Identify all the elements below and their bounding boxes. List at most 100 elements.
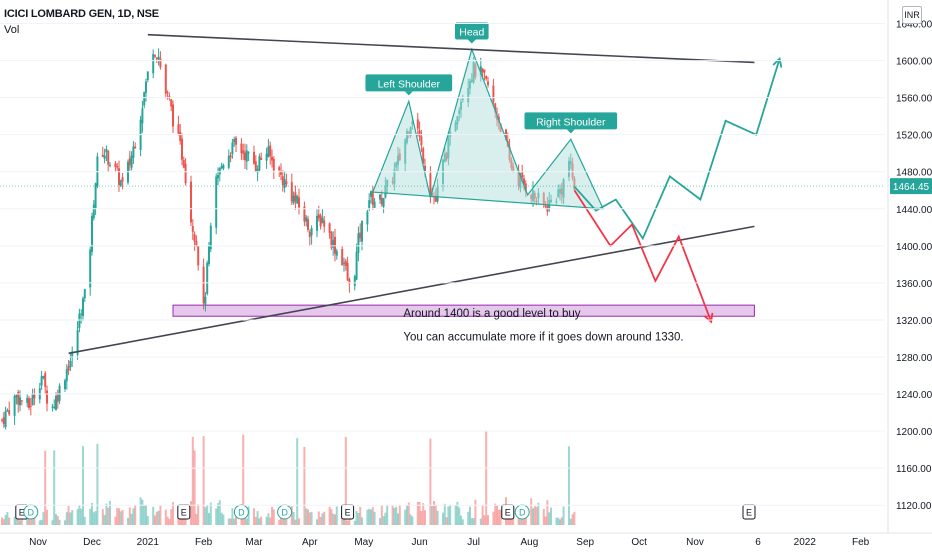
volume-bar [56,515,59,525]
volume-bar [71,510,74,525]
volume-bar [397,513,399,525]
candle-body [56,393,59,402]
volume-label: Vol [4,24,20,36]
candle-body [67,366,70,371]
candle-body [303,206,306,222]
volume-bar [217,503,219,525]
candle-body [420,136,423,146]
volume-bar [371,507,374,525]
currency-button[interactable]: INR [902,6,922,24]
volume-bar [265,516,268,525]
event-marker-label: D [519,508,526,518]
event-marker-label: E [181,508,187,518]
candle-body [89,249,92,288]
candle-body [152,54,155,74]
candle-body [247,152,250,154]
volume-bar [380,505,383,525]
candle-body [31,393,34,406]
candle-body [265,153,268,161]
candle-body [346,262,349,281]
candle-body [206,262,209,294]
volume-bar [461,519,464,525]
candle-body [82,298,84,316]
volume-bar [42,512,45,525]
time-tick-label: Dec [83,537,101,548]
volume-bar [222,514,225,525]
volume-bar [134,505,137,525]
time-tick-label: Mar [245,537,263,548]
volume-bar [172,502,174,525]
volume-bar [472,518,475,525]
volume-bar [416,501,419,525]
head-shoulders-pattern [371,47,605,210]
volume-bar [271,506,273,525]
pattern-label: Head [459,26,484,38]
candle-body [130,155,133,168]
candle-body [119,180,122,186]
candle-body [71,351,74,358]
candle-body [310,227,313,236]
candle-body [53,406,56,409]
candle-body [285,181,288,185]
candle-body [78,313,81,329]
pattern-label-box [455,22,489,40]
candle-body [55,395,57,410]
volume-bar [91,503,93,525]
candle-body [8,410,11,415]
volume-bar [353,520,356,525]
candle-body [134,146,137,149]
volume-bar [168,518,171,525]
candle-body [1,419,3,421]
candle-body [267,146,270,157]
volume-bar [154,515,156,525]
volume-bar [355,510,358,525]
volume-bar [379,518,381,525]
candle-body [184,163,187,184]
volume-bar [443,503,446,525]
candle-body [382,197,385,207]
candle-body [2,417,5,425]
candle-body [193,234,196,242]
event-marker-label: E [746,508,752,518]
volume-bar [544,516,547,525]
volume-bar [26,516,29,525]
candle-body [258,156,261,171]
volume-bar [442,512,444,525]
volume-bar [155,511,158,525]
event-marker-label: E [505,508,511,518]
volume-bar [433,500,435,525]
volume-bar [51,520,54,525]
volume-bar [470,518,473,525]
volume-bar [107,507,110,525]
price-tick-label: 1160.00 [896,464,932,475]
candle-body [19,397,21,406]
event-marker-label: E [19,508,25,518]
candle-body [544,205,547,207]
pattern-label-pointer [467,39,476,44]
time-tick-label: Aug [521,537,539,548]
candle-body [26,397,29,403]
volume-bar [269,517,272,525]
volume-bar [40,519,43,525]
candle-body [159,58,162,68]
candle-body [308,232,311,238]
candle-body [40,376,43,386]
candle-body [290,182,293,202]
volume-bar [357,512,360,525]
candle-body [114,163,117,167]
volume-bar [118,508,120,525]
time-tick-label: Jul [467,537,480,548]
support-zone [172,304,755,317]
candle-body [418,130,421,137]
event-marker-label: D [28,508,35,518]
candle-body [481,68,484,73]
volume-bar [499,509,502,525]
volume-bar [542,508,545,525]
volume-bar [209,502,212,525]
volume-bar [298,518,300,525]
volume-bar [436,510,439,525]
volume-bar [458,507,461,525]
volume-bar [247,506,250,525]
